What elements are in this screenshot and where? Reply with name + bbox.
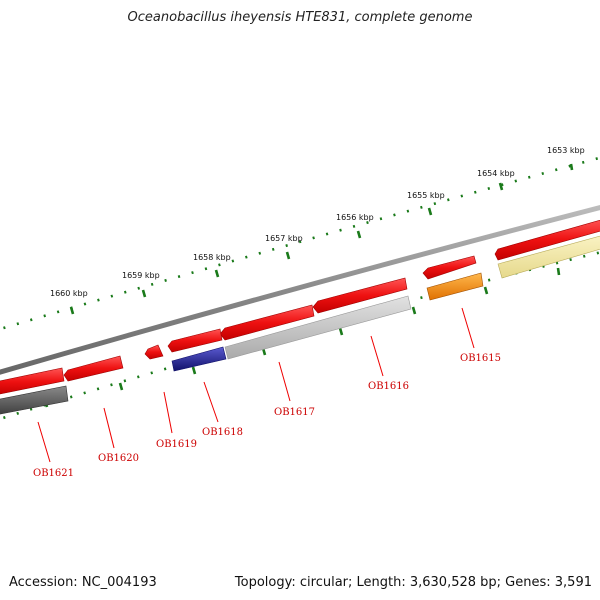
gene-label[interactable]: OB1615: [460, 353, 501, 364]
gene-arrow[interactable]: [167, 328, 223, 353]
callout-line: [461, 307, 475, 349]
gene-arrow[interactable]: [312, 277, 408, 314]
gene-arrow[interactable]: [494, 219, 600, 261]
gene-labels: OB1615 OB1616 OB1617 OB1618 OB1619 OB162…: [33, 353, 501, 479]
major-tick: [141, 289, 147, 298]
forward-genes: [0, 219, 600, 395]
major-tick: [338, 327, 344, 336]
feature-block-light-gray[interactable]: [224, 295, 412, 360]
major-tick: [427, 207, 433, 216]
gene-label[interactable]: OB1616: [368, 381, 409, 392]
major-tick: [411, 306, 417, 315]
kbp-label: 1660 kbp: [50, 289, 88, 298]
major-tick: [498, 182, 504, 191]
major-tick: [285, 251, 291, 260]
gene-arrow[interactable]: [422, 255, 477, 280]
kbp-labels: 1653 kbp 1654 kbp 1655 kbp 1656 kbp 1657…: [50, 146, 585, 298]
callout-line: [203, 381, 219, 423]
gene-label[interactable]: OB1617: [274, 407, 315, 418]
accession-text: Accession: NC_004193: [9, 575, 157, 590]
genome-stats-text: Topology: circular; Length: 3,630,528 bp…: [234, 575, 592, 590]
major-tick: [118, 382, 124, 391]
feature-blocks: [0, 235, 600, 415]
major-tick: [556, 267, 561, 276]
feature-block-dark-gray[interactable]: [0, 385, 69, 415]
feature-block-orange[interactable]: [426, 272, 484, 301]
gene-arrow[interactable]: [144, 344, 164, 360]
map-title: Oceanobacillus iheyensis HTE831, complet…: [127, 10, 473, 25]
gene-label[interactable]: OB1618: [202, 427, 243, 438]
major-tick: [483, 286, 489, 295]
genome-backbone: [0, 205, 600, 375]
gene-callouts: [37, 307, 475, 463]
gene-arrow[interactable]: [63, 355, 124, 382]
major-tick: [69, 306, 75, 315]
major-tick: [569, 163, 574, 171]
outer-major-ticks: [69, 163, 574, 315]
gene-label[interactable]: OB1620: [98, 453, 139, 464]
feature-block-yellow[interactable]: [497, 235, 600, 279]
callout-line: [163, 391, 173, 434]
gene-arrow[interactable]: [0, 367, 65, 395]
kbp-label: 1655 kbp: [407, 191, 445, 200]
callout-line: [37, 421, 51, 463]
outer-tick-ruler: [0, 156, 600, 331]
feature-block-navy[interactable]: [171, 346, 227, 372]
gene-label[interactable]: OB1621: [33, 468, 74, 479]
gene-label[interactable]: OB1619: [156, 439, 197, 450]
major-tick: [356, 230, 362, 239]
kbp-label: 1653 kbp: [547, 146, 585, 155]
major-tick: [191, 366, 197, 375]
kbp-label: 1658 kbp: [193, 253, 231, 262]
kbp-label: 1659 kbp: [122, 271, 160, 280]
callout-line: [278, 361, 291, 402]
callout-line: [370, 335, 384, 377]
kbp-label: 1656 kbp: [336, 213, 374, 222]
major-tick: [214, 269, 220, 278]
callout-line: [103, 407, 115, 449]
kbp-label: 1654 kbp: [477, 169, 515, 178]
kbp-label: 1657 kbp: [265, 234, 303, 243]
